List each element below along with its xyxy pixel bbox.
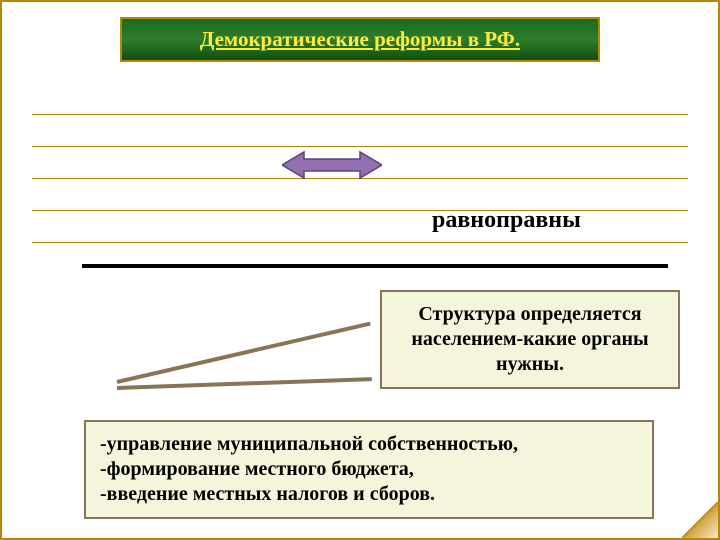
title-box: Демократические реформы в РФ.: [120, 17, 600, 62]
structure-box: Структура определяется населением-какие …: [380, 290, 680, 389]
divider: [82, 264, 668, 268]
hline: [32, 146, 688, 147]
functions-box: -управление муниципальной собственностью…: [84, 420, 654, 519]
corner-fold-icon: [682, 502, 718, 538]
double-arrow-icon: [282, 150, 382, 185]
hline: [32, 210, 688, 211]
hline: [32, 114, 688, 115]
connector-line: [117, 322, 371, 384]
equal-label: равноправны: [432, 207, 581, 234]
functions-text: -управление муниципальной собственностью…: [100, 432, 638, 507]
title-text: Демократические реформы в РФ.: [200, 27, 520, 51]
connector-line: [117, 377, 372, 390]
slide: Демократические реформы в РФ. равноправн…: [0, 0, 720, 540]
hline: [32, 242, 688, 243]
